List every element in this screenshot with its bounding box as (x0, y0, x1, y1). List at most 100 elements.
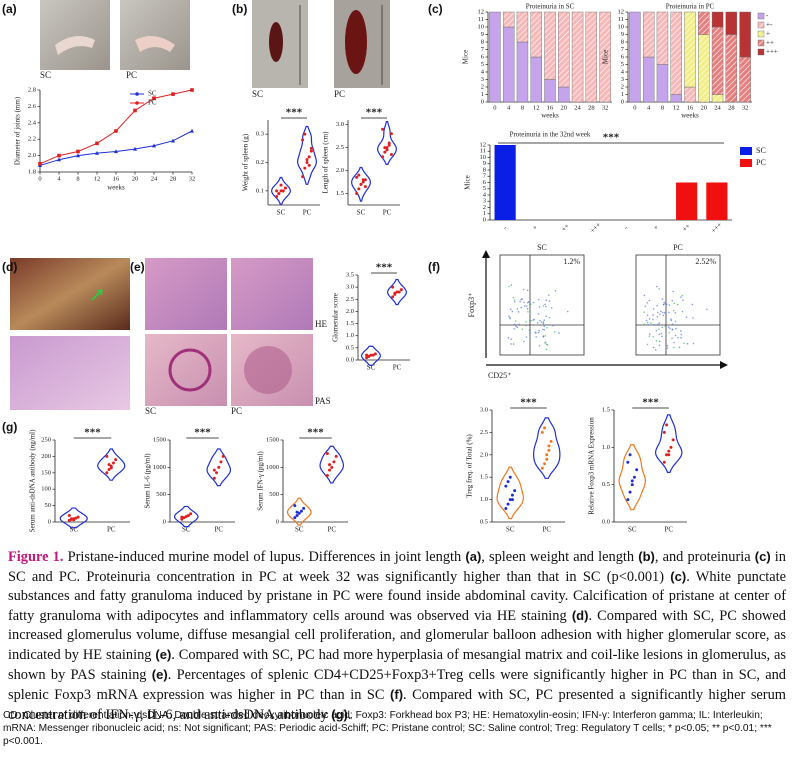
flow-dot (529, 332, 531, 335)
point (72, 518, 76, 522)
point (387, 141, 391, 145)
point (385, 146, 389, 150)
violin (377, 120, 397, 166)
x-tick-label: PC (542, 526, 551, 534)
flow-dot (512, 343, 515, 345)
y-tick-label: 2.0 (336, 167, 344, 174)
significance: *** (642, 397, 659, 409)
flow-dot (671, 328, 674, 331)
x-tick-label: SC (628, 526, 637, 534)
point (399, 288, 403, 292)
legend-swatch (757, 21, 765, 29)
x-tick-label: 0 (493, 104, 496, 111)
y-tick-label: 6 (483, 179, 487, 186)
bar-segment (698, 34, 710, 103)
point (359, 182, 363, 186)
y-tick-label: 6 (621, 53, 625, 60)
x-tick-label: 16 (687, 104, 694, 111)
y-tick-label: 2.0 (346, 308, 354, 315)
x-tick-label: +++ (589, 221, 603, 235)
point (293, 516, 297, 520)
flow-dot (554, 289, 557, 292)
point (665, 423, 669, 427)
bar-segment (516, 11, 529, 43)
flow-dot (685, 316, 688, 319)
flow-dot (520, 298, 523, 301)
point (307, 155, 311, 159)
y-tick-label: 2.5 (336, 144, 344, 151)
x-tick-label: PC (393, 364, 402, 372)
y-tick-label: 1 (481, 91, 484, 98)
flow-dot (553, 331, 556, 333)
point (547, 448, 551, 452)
y-tick-label: 2.6 (28, 103, 37, 110)
flow-dot (510, 284, 513, 286)
flow-dot (525, 336, 528, 338)
flow-dot (511, 310, 514, 313)
y-tick-label: 1.5 (602, 406, 610, 413)
y-tick-label: 1.0 (346, 332, 354, 339)
x-tick-label: SC (506, 526, 515, 534)
flow-dot (516, 308, 519, 310)
y-tick-label: 7 (483, 173, 487, 180)
legend-label: SC (756, 146, 766, 155)
point (389, 152, 393, 156)
panel-ref: (c) (754, 549, 771, 564)
bar (676, 182, 698, 220)
flow-dot (673, 346, 675, 349)
glomerulus (168, 348, 212, 392)
significance: *** (286, 107, 303, 119)
caption-text: . Compared with SC, PC had more hyperpla… (8, 647, 787, 683)
flow-dot (648, 318, 651, 320)
y-axis-label: Serum IFN-γ (pg/ml) (257, 451, 265, 511)
y-tick-label: 2.4 (28, 119, 37, 126)
x-tick-label: 12 (533, 104, 540, 111)
bar-segment (502, 26, 515, 103)
figure: (a) (b) (c) (d) (e) (f) (g) SC PC SC PC … (2, 0, 778, 534)
point (275, 195, 279, 198)
y-tick-label: 9 (621, 31, 624, 38)
y-tick-label: 12 (478, 8, 485, 15)
point (628, 453, 632, 457)
flow-dot (646, 321, 649, 324)
flow-dot (656, 304, 658, 307)
y-tick-label: 0.2 (256, 159, 264, 166)
y-tick-label: 1.0 (480, 496, 488, 503)
y-tick-label: 3.0 (336, 121, 344, 128)
bar-segment (585, 11, 598, 103)
flow-dot (545, 315, 548, 318)
point (212, 468, 216, 472)
flow-dot (522, 288, 525, 291)
flow-dot (509, 308, 512, 311)
point (152, 96, 156, 100)
x-axis-label: weeks (681, 112, 699, 120)
flow-dot (510, 338, 512, 340)
flow-dots (507, 284, 708, 351)
point (190, 128, 194, 133)
caption: Figure 1. Pristane-induced murine model … (8, 547, 786, 725)
flow-dot (544, 324, 547, 326)
panel-ref: (e) (151, 667, 168, 682)
panel-label: (c) (428, 2, 443, 16)
flow-dot (552, 325, 554, 327)
point (114, 458, 118, 462)
flow-percent: 1.2% (563, 257, 580, 266)
y-tick-label: 10 (478, 23, 485, 30)
significance: *** (307, 427, 324, 439)
flow-axis-label: Foxp3⁺ (467, 293, 476, 318)
point (383, 146, 387, 150)
flow-dot (510, 343, 512, 345)
bar-segment (544, 79, 556, 103)
image-label: PC (231, 406, 242, 416)
point (279, 183, 283, 187)
arrow-head (720, 361, 728, 369)
y-tick-label: 11 (480, 148, 486, 155)
arrow-head (482, 250, 490, 258)
flow-dot (680, 330, 682, 332)
flow-dot (662, 314, 665, 317)
x-tick-label: SC (295, 526, 304, 534)
flow-dot (644, 305, 647, 308)
flow-dot (659, 310, 662, 313)
violin (271, 176, 291, 205)
point (302, 506, 306, 510)
